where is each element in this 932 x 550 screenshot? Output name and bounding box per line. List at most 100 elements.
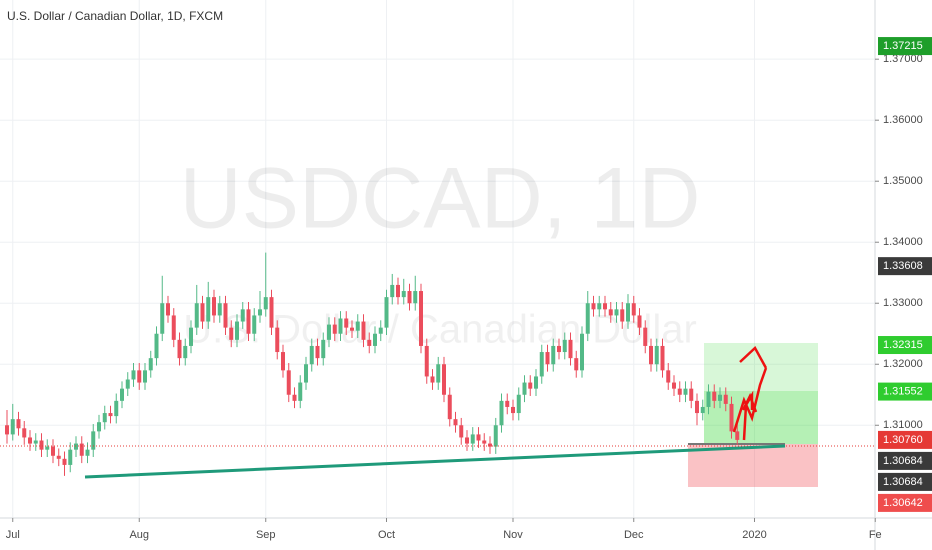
- candle-body: [194, 303, 199, 328]
- price-tag: 1.37215: [878, 37, 932, 56]
- candle-body: [240, 309, 245, 322]
- candle-body: [436, 364, 441, 383]
- candle-body: [321, 339, 326, 359]
- candle-body: [666, 370, 671, 383]
- price-tag-label: 1.30684: [883, 476, 923, 488]
- candle-body: [654, 345, 659, 365]
- candle-body: [229, 327, 234, 340]
- candle-body: [373, 333, 377, 346]
- candle-body: [298, 382, 303, 401]
- candle-body: [488, 443, 492, 447]
- candle-body: [660, 345, 665, 371]
- price-tag: 1.30684: [878, 472, 932, 491]
- candle-body: [729, 403, 734, 432]
- candle-body: [171, 315, 176, 340]
- candle-body: [74, 443, 78, 450]
- candle-body: [631, 303, 636, 316]
- candle-body: [154, 333, 159, 359]
- candle-body: [114, 400, 119, 417]
- candle-body: [275, 327, 280, 353]
- candle-body: [482, 440, 487, 444]
- candle-body: [534, 376, 538, 389]
- candle-body: [269, 297, 274, 328]
- candle-body: [493, 425, 498, 447]
- candle-body: [177, 339, 182, 359]
- candle-body: [407, 291, 412, 304]
- candle-body: [574, 358, 579, 371]
- candle-body: [102, 413, 107, 423]
- arrows: [732, 345, 768, 441]
- price-tag-box: [878, 430, 932, 449]
- candle-body: [189, 327, 193, 346]
- candle-body: [528, 382, 533, 389]
- candle-body: [597, 303, 602, 310]
- y-tick-label: 1.36000: [883, 114, 923, 126]
- candle-body: [390, 284, 395, 298]
- y-tick-label: 1.33000: [883, 297, 923, 309]
- price-tag: 1.30760: [878, 430, 932, 449]
- price-tag: 1.31552: [878, 382, 932, 401]
- candle-body: [551, 345, 556, 365]
- candle-body: [649, 345, 653, 365]
- y-tick-label: 1.35000: [883, 175, 923, 187]
- price-tag-label: 1.37215: [883, 40, 923, 52]
- y-tick-label: 1.32000: [883, 358, 923, 370]
- candle-body: [419, 291, 423, 346]
- candle-body: [258, 309, 262, 316]
- price-tag-box: [878, 472, 932, 491]
- candle-body: [350, 327, 354, 331]
- x-tick-label: Oct: [378, 529, 395, 541]
- price-tag: 1.30684: [878, 451, 932, 470]
- candle-body: [16, 419, 21, 429]
- x-tick-label: Dec: [624, 529, 644, 541]
- candle-body: [591, 303, 596, 310]
- candle-body: [166, 303, 170, 316]
- candle-body: [212, 297, 216, 316]
- arrow-head: [741, 392, 758, 413]
- candle-body: [85, 449, 90, 456]
- candle-body: [378, 327, 383, 334]
- candle-body: [91, 431, 96, 450]
- candle-body: [476, 434, 481, 441]
- candle-body: [56, 455, 61, 459]
- watermark: USDCAD, 1D: [180, 151, 701, 247]
- candle-body: [511, 406, 515, 414]
- candle-body: [33, 440, 38, 444]
- candle-body: [281, 352, 285, 371]
- candle-body: [643, 327, 648, 346]
- axes: 1.31000 1.32000 1.33000 1.34000 1.35000 1.360…: [6, 37, 932, 541]
- candle-body: [137, 370, 142, 383]
- candle-body: [62, 458, 67, 465]
- candle-body: [148, 358, 153, 371]
- candles: [5, 252, 740, 476]
- candle-body: [545, 352, 550, 365]
- candle-body: [143, 370, 147, 383]
- candle-body: [45, 446, 50, 450]
- candle-body: [235, 321, 239, 340]
- candle-body: [304, 364, 308, 383]
- candle-body: [603, 303, 607, 310]
- candle-body: [252, 315, 257, 334]
- candle-body: [459, 425, 464, 438]
- price-tag-box: [878, 451, 932, 470]
- candle-body: [637, 315, 642, 328]
- x-tick-label: Fe: [869, 529, 882, 541]
- candle-body: [447, 394, 452, 420]
- candle-body: [384, 297, 389, 328]
- candle-body: [453, 419, 458, 426]
- candle-body: [562, 339, 567, 353]
- candle-body: [522, 382, 527, 395]
- x-tick-label: Nov: [503, 529, 523, 541]
- candle-body: [292, 394, 297, 401]
- chart-title: U.S. Dollar / Canadian Dollar, 1D, FXCM: [7, 9, 223, 23]
- candle-body: [200, 303, 205, 322]
- price-tag-box: [878, 257, 932, 276]
- candle-body: [286, 370, 291, 395]
- price-tag: 1.32315: [878, 336, 932, 355]
- candle-body: [470, 434, 475, 444]
- candle-body: [672, 382, 676, 389]
- candle-body: [22, 428, 27, 438]
- price-tag-box: [878, 493, 932, 512]
- candle-body: [505, 400, 510, 407]
